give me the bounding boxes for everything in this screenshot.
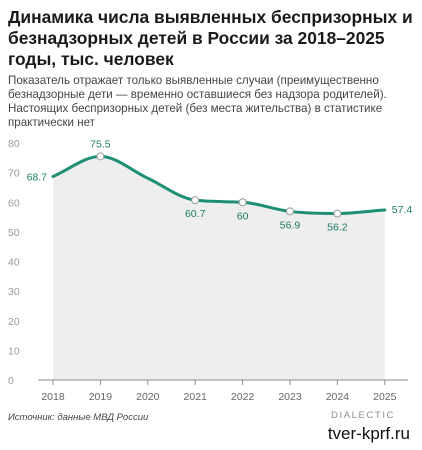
y-tick-label: 80 (8, 138, 20, 150)
y-tick-label: 20 (8, 316, 20, 328)
x-tick-label: 2019 (89, 391, 113, 403)
data-point (191, 196, 200, 205)
y-tick-label: 10 (8, 345, 20, 357)
y-tick-label: 60 (8, 197, 20, 209)
area-fill (53, 156, 385, 380)
data-label: 56.2 (327, 222, 348, 234)
y-tick-label: 0 (8, 375, 14, 387)
data-label: 75.5 (90, 138, 111, 150)
x-tick-label: 2021 (184, 391, 208, 403)
x-tick-label: 2023 (278, 391, 302, 403)
x-tick-label: 2018 (41, 391, 65, 403)
site-watermark: tver-kprf.ru (327, 424, 410, 443)
dialectic-logo: DIALECTIC (331, 410, 396, 421)
source-note: Источник: данные МВД России (8, 412, 149, 423)
chart-subtitle: Показатель отражает только выявленные сл… (8, 74, 387, 129)
y-tick-label: 70 (8, 168, 20, 180)
y-tick-label: 50 (8, 227, 20, 239)
x-tick-label: 2024 (326, 391, 350, 403)
data-point (96, 152, 105, 161)
data-point (238, 198, 247, 207)
x-tick-label: 2022 (231, 391, 255, 403)
data-label: 56.9 (280, 219, 301, 231)
x-tick-label: 2020 (136, 391, 160, 403)
y-tick-label: 40 (8, 257, 20, 269)
data-label: 60 (237, 210, 249, 222)
data-label: 60.7 (185, 208, 206, 220)
chart-title: Динамика числа выявленных беспризорных и… (8, 7, 413, 69)
x-tick-label: 2025 (373, 391, 397, 403)
data-point (286, 207, 294, 216)
data-label: 68.7 (27, 171, 48, 183)
data-label: 57.4 (392, 204, 413, 216)
data-point (333, 209, 342, 218)
y-tick-label: 30 (8, 286, 20, 298)
